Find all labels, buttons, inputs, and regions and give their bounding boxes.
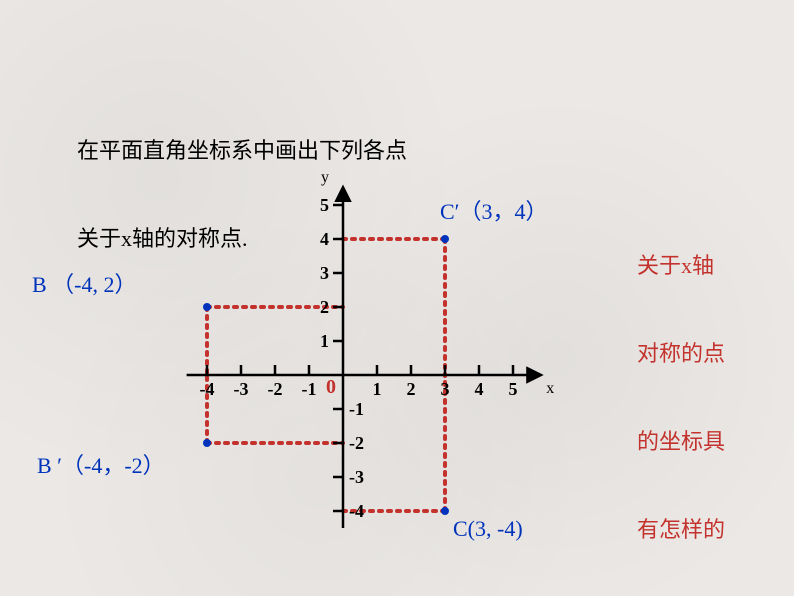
point-Cprime	[441, 235, 449, 243]
origin-label: 0	[326, 376, 336, 398]
y-tick-label: 3	[320, 263, 329, 283]
x-tick-label: 5	[509, 379, 518, 399]
y-tick-label: 1	[320, 331, 329, 351]
point-Bprime	[203, 439, 211, 447]
x-tick-label: 2	[407, 379, 416, 399]
y-tick-label: -3	[349, 467, 364, 487]
y-tick-label: 4	[320, 229, 329, 249]
point-label-C: C(3, -4)	[453, 516, 523, 541]
x-tick-label: -1	[302, 379, 317, 399]
content-layer: 在平面直角坐标系中画出下列各点 关于x轴的对称点. 关于x轴 对称的点 的坐标具…	[0, 0, 794, 596]
point-label-Cprime: C′（3，4）	[440, 199, 548, 224]
x-tick-label: 4	[475, 379, 484, 399]
y-tick-label: -4	[349, 501, 364, 521]
x-axis-label: x	[546, 380, 554, 397]
point-label-B: B （-4, 2）	[32, 272, 137, 297]
y-tick-label: -1	[349, 399, 364, 419]
coordinate-plane: -4 -3 -2 -1 1 2 3 4 5 -4 -3 -2 -1 1 2 3 4 5 0 x y B （-4, 2） B …	[0, 0, 794, 596]
x-tick-label: -2	[268, 379, 283, 399]
point-C	[441, 507, 449, 515]
x-tick-label: -3	[234, 379, 249, 399]
point-B	[203, 303, 211, 311]
y-tick-label: 2	[320, 297, 329, 317]
x-tick-label: 1	[373, 379, 382, 399]
y-tick-label: 5	[320, 195, 329, 215]
y-tick-label: -2	[349, 433, 364, 453]
x-tick-label: -4	[200, 379, 215, 399]
y-axis-label: y	[321, 169, 329, 186]
point-label-Bprime: B ′（-4，-2）	[37, 453, 165, 478]
x-tick-label: 3	[441, 379, 450, 399]
